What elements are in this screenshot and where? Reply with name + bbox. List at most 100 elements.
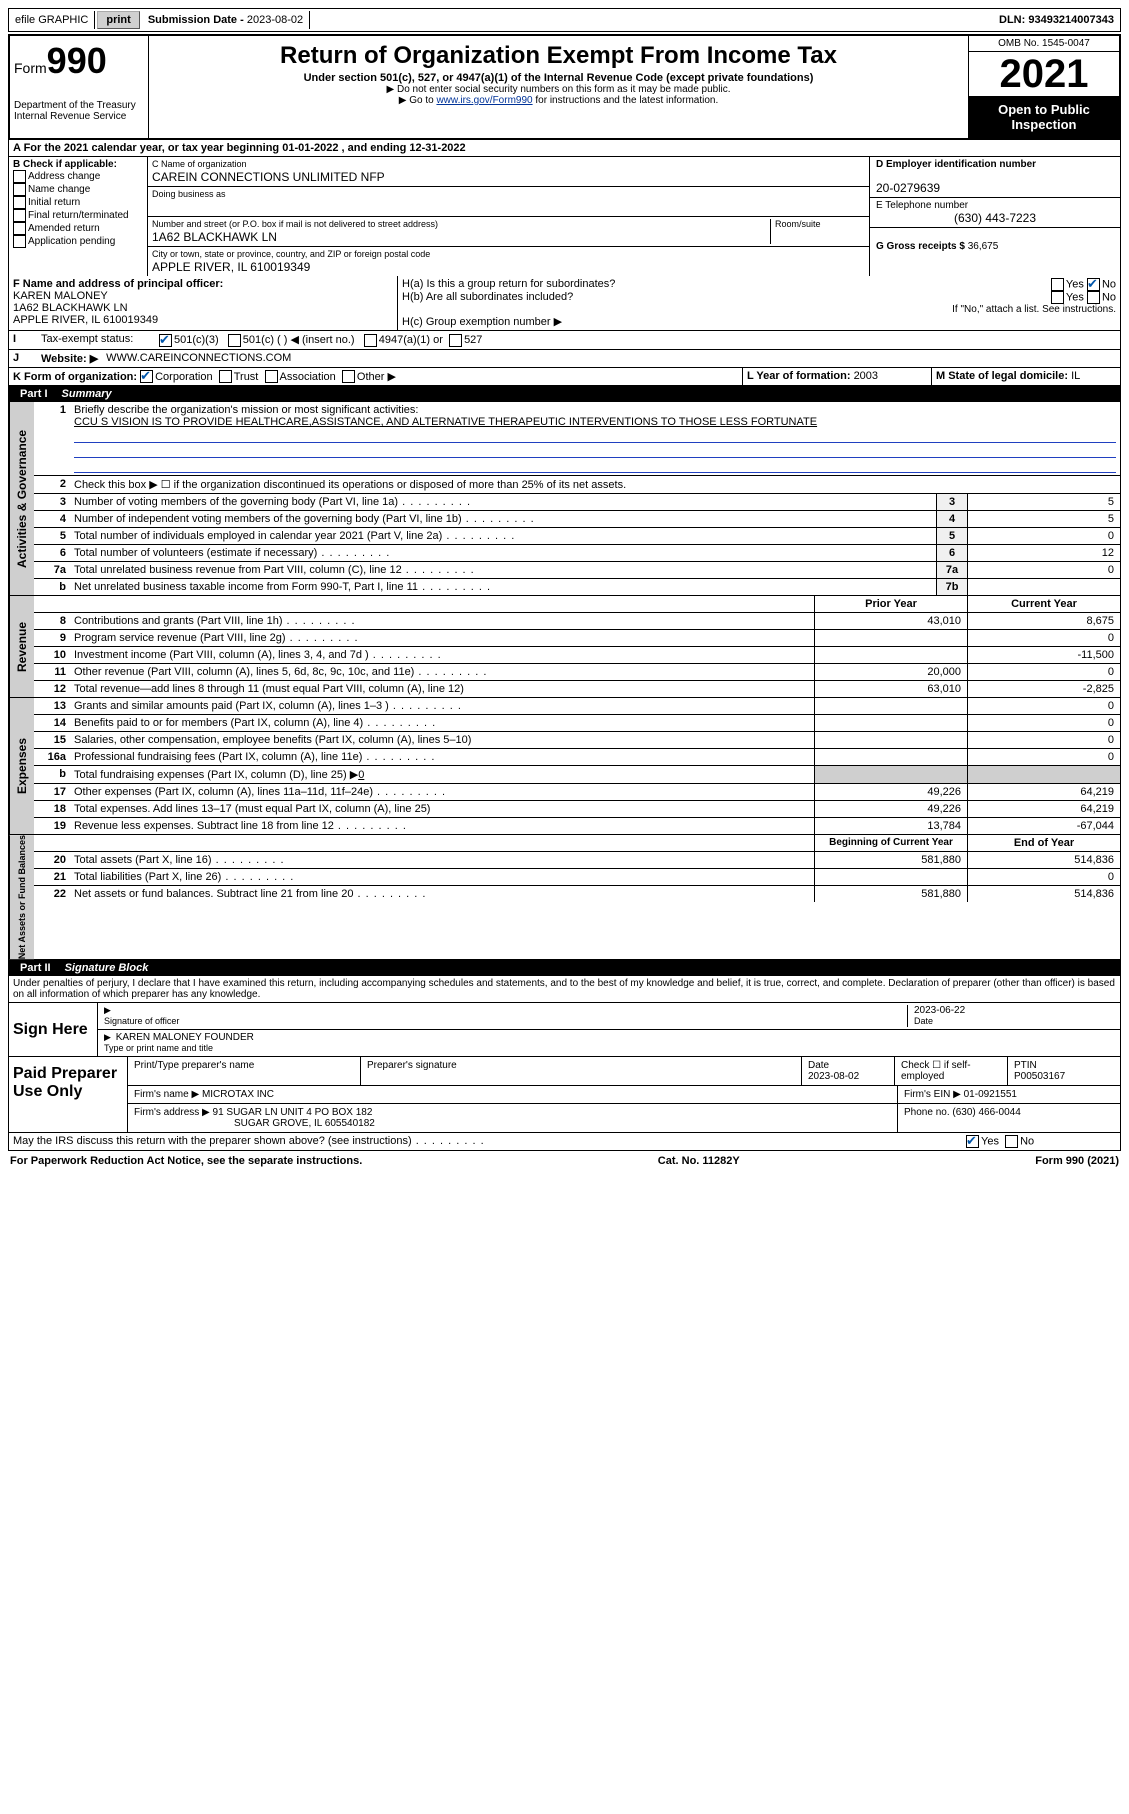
chk-ha-no[interactable] <box>1087 278 1100 291</box>
chk-name[interactable] <box>13 183 26 196</box>
chk-assoc[interactable] <box>265 370 278 383</box>
n5: 5 <box>34 528 70 544</box>
n18: 18 <box>34 801 70 817</box>
hb-label: H(b) Are all subordinates included? <box>402 291 573 304</box>
chk-discuss-yes[interactable] <box>966 1135 979 1148</box>
chk-ha-yes[interactable] <box>1051 278 1064 291</box>
p16a <box>814 749 967 765</box>
sig-date-lbl: Date <box>914 1016 933 1026</box>
i-opts: 501(c)(3) 501(c) ( ) ◀ (insert no.) 4947… <box>155 331 1120 349</box>
room-lbl: Room/suite <box>775 219 821 229</box>
tab-na: Net Assets or Fund Balances <box>9 835 34 959</box>
t12: Total revenue—add lines 8 through 11 (mu… <box>70 681 814 697</box>
n10: 10 <box>34 647 70 663</box>
irs-link[interactable]: www.irs.gov/Form990 <box>436 95 532 106</box>
n13: 13 <box>34 698 70 714</box>
n9: 9 <box>34 630 70 646</box>
na-body: Beginning of Current YearEnd of Year 20T… <box>34 835 1120 959</box>
prep-right: Print/Type preparer's name Preparer's si… <box>128 1057 1120 1132</box>
gross-val: 36,675 <box>968 241 999 252</box>
chk-501c[interactable] <box>228 334 241 347</box>
c13: 0 <box>967 698 1120 714</box>
section-ag: Activities & Governance 1 Briefly descri… <box>8 402 1121 596</box>
chk-trust[interactable] <box>219 370 232 383</box>
sig-line2: KAREN MALONEY FOUNDER Type or print name… <box>98 1030 1120 1056</box>
nh <box>34 596 70 612</box>
opt-501c: 501(c) ( ) ◀ (insert no.) <box>243 334 355 346</box>
chk-initial[interactable] <box>13 196 26 209</box>
opt-trust: Trust <box>234 371 259 383</box>
chk-pending[interactable] <box>13 235 26 248</box>
opt-other: Other ▶ <box>357 371 396 383</box>
print-button[interactable]: print <box>97 11 139 29</box>
addr-cell: Number and street (or P.O. box if mail i… <box>148 217 869 247</box>
chk-amended[interactable] <box>13 222 26 235</box>
chk-final[interactable] <box>13 209 26 222</box>
chk-527[interactable] <box>449 334 462 347</box>
officer-name: KAREN MALONEY <box>13 290 108 302</box>
discuss-no: No <box>1020 1136 1034 1148</box>
v4: 5 <box>967 511 1120 527</box>
n19: 19 <box>34 818 70 834</box>
city-val: APPLE RIVER, IL 610019349 <box>152 260 310 274</box>
prep-h1: Print/Type preparer's name <box>128 1057 361 1085</box>
city-lbl: City or town, state or province, country… <box>152 249 430 259</box>
form-number: Form990 <box>14 40 144 82</box>
submission-cell: Submission Date - 2023-08-02 <box>142 11 310 29</box>
p16b <box>814 766 967 783</box>
chk-hb-no[interactable] <box>1087 291 1100 304</box>
header-right: OMB No. 1545-0047 2021 Open to Public In… <box>968 36 1119 138</box>
t15: Salaries, other compensation, employee b… <box>70 732 814 748</box>
gross-lbl: G Gross receipts $ <box>876 241 968 252</box>
b5: 5 <box>936 528 967 544</box>
ln1-num: 1 <box>34 402 70 475</box>
chk-501c3[interactable] <box>159 334 172 347</box>
sig-type-lbl: Type or print name and title <box>104 1043 213 1053</box>
submission-date: 2023-08-02 <box>247 14 303 26</box>
chk-address[interactable] <box>13 170 26 183</box>
l1a: Briefly describe the organization's miss… <box>74 404 418 416</box>
opt-4947: 4947(a)(1) or <box>379 334 443 346</box>
chk-corp[interactable] <box>140 370 153 383</box>
prep-phone-cell: Phone no. (630) 466-0044 <box>898 1104 1120 1132</box>
chk-hb-yes[interactable] <box>1051 291 1064 304</box>
c9: 0 <box>967 630 1120 646</box>
t19: Revenue less expenses. Subtract line 18 … <box>70 818 814 834</box>
opt-corp: Corporation <box>155 371 212 383</box>
submission-label: Submission Date - <box>148 14 247 26</box>
dln-cell: DLN: 93493214007343 <box>993 11 1120 29</box>
n16a: 16a <box>34 749 70 765</box>
n4: 4 <box>34 511 70 527</box>
p18: 49,226 <box>814 801 967 817</box>
nhb <box>34 835 70 851</box>
tel-lbl: E Telephone number <box>876 200 968 211</box>
prep-h2: Preparer's signature <box>361 1057 802 1085</box>
col-b: B Check if applicable: Address change Na… <box>9 157 148 276</box>
n12: 12 <box>34 681 70 697</box>
v6: 12 <box>967 545 1120 561</box>
v3: 5 <box>967 494 1120 510</box>
chk-other[interactable] <box>342 370 355 383</box>
addr-val: 1A62 BLACKHAWK LN <box>152 230 277 244</box>
row-i: I Tax-exempt status: 501(c)(3) 501(c) ( … <box>8 331 1121 350</box>
tel-val: (630) 443-7223 <box>876 211 1114 225</box>
bottom-answer: Yes No <box>962 1133 1120 1150</box>
t16b-lbl: Total fundraising expenses (Part IX, col… <box>74 769 358 781</box>
p20: 581,880 <box>814 852 967 868</box>
col-h: H(a) Is this a group return for subordin… <box>398 276 1120 330</box>
mline3 <box>74 458 1116 473</box>
chk-4947[interactable] <box>364 334 377 347</box>
ein-lbl: D Employer identification number <box>876 159 1036 170</box>
sig-date: 2023-06-22 <box>914 1005 965 1016</box>
officer-addr2: APPLE RIVER, IL 610019349 <box>13 314 158 326</box>
chk-discuss-no[interactable] <box>1005 1135 1018 1148</box>
j-letter: J <box>9 350 37 367</box>
sig-date-cell: 2023-06-22 Date <box>907 1005 1114 1027</box>
c20: 514,836 <box>967 852 1120 868</box>
header-mid: Return of Organization Exempt From Incom… <box>149 36 968 138</box>
ein-cell: D Employer identification number 20-0279… <box>870 157 1120 198</box>
form-990: 990 <box>47 40 107 81</box>
header-left: Form990 Department of the Treasury Inter… <box>10 36 149 138</box>
section-exp: Expenses 13Grants and similar amounts pa… <box>8 698 1121 835</box>
hb-answer: Yes No <box>1051 291 1116 304</box>
